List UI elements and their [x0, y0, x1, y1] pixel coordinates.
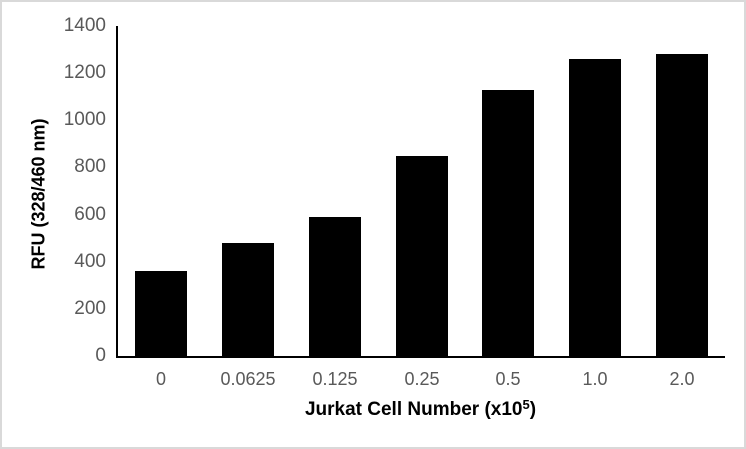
bar-1.0	[569, 59, 621, 356]
y-axis-title: RFU (328/460 nm)	[28, 118, 49, 270]
y-tick-label-400: 400	[74, 250, 106, 272]
bar-0.125	[309, 217, 361, 356]
bar-0	[135, 271, 187, 356]
x-tick-label-2.0: 2.0	[669, 369, 695, 389]
y-tick-label-1200: 1200	[63, 62, 106, 84]
y-tick-label-600: 600	[74, 203, 106, 225]
x-tick-label-1.0: 1.0	[582, 369, 608, 389]
x-tick-label-0.5: 0.5	[495, 369, 521, 389]
y-tick-label-1000: 1000	[63, 109, 106, 131]
x-axis-title: Jurkat Cell Number (x105)	[116, 397, 725, 421]
x-tick-label-0.25: 0.25	[404, 369, 440, 389]
x-axis-title-text: Jurkat Cell Number (x10	[304, 399, 523, 420]
plot-area	[116, 26, 725, 358]
x-tick-label-0.0625: 0.0625	[220, 369, 276, 389]
x-axis-title-superscript: 5	[522, 397, 530, 412]
bar-0.5	[482, 90, 534, 356]
bar-2.0	[656, 54, 708, 356]
y-tick-label-0: 0	[95, 345, 106, 366]
bar-0.25	[396, 156, 448, 356]
x-axis-title-close: )	[529, 399, 537, 420]
y-tick-label-1400: 1400	[63, 15, 106, 36]
y-tick-label-200: 200	[74, 297, 106, 319]
y-tick-label-800: 800	[74, 156, 106, 178]
x-tick-label-0: 0	[155, 369, 166, 389]
bar-0.0625	[222, 243, 274, 356]
x-tick-label-0.125: 0.125	[312, 369, 358, 389]
